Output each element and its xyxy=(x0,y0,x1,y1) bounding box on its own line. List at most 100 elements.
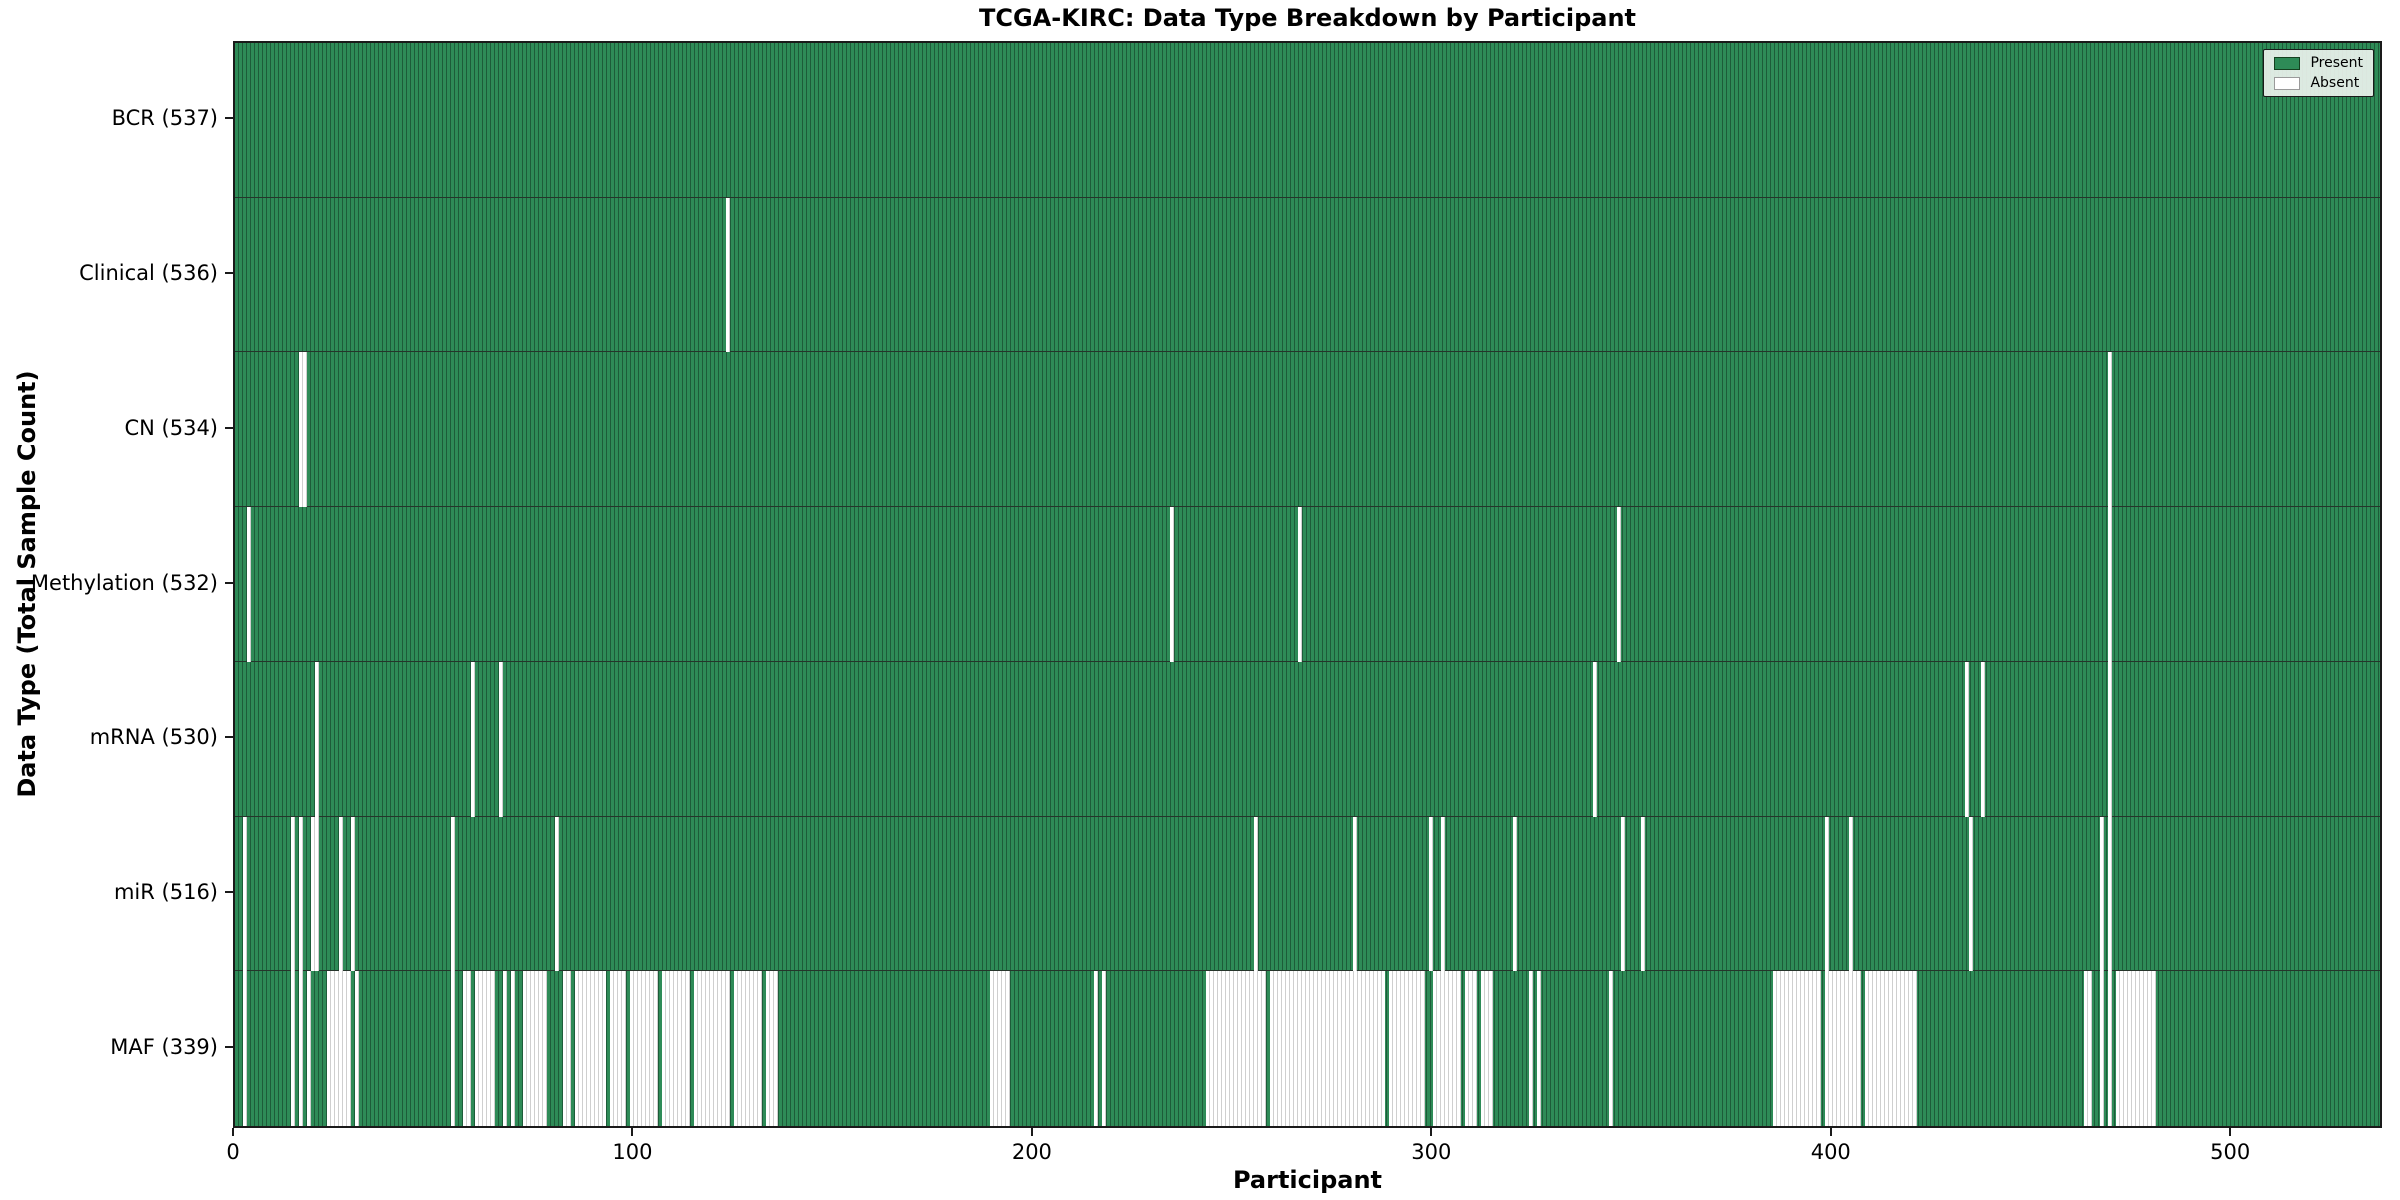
x-tick-mark xyxy=(1829,1128,1832,1136)
absent-stripe-MAF xyxy=(502,971,507,1126)
absent-stripe-MAF xyxy=(1537,971,1542,1126)
x-tick-mark xyxy=(1030,1128,1033,1136)
absent-stripe-MAF xyxy=(298,971,303,1126)
absent-stripe-MAF xyxy=(989,971,1010,1126)
x-tick-mark xyxy=(1430,1128,1433,1136)
absent-stripe-MAF xyxy=(662,971,691,1126)
y-tick-label-mRNA: mRNA (530) xyxy=(89,725,218,750)
absent-stripe-MAF xyxy=(574,971,607,1126)
row-mRNA xyxy=(235,661,2380,817)
absent-stripe-Methylation xyxy=(1297,507,1302,662)
x-tick-mark xyxy=(2229,1128,2232,1136)
absent-stripe-miR xyxy=(2100,816,2105,972)
absent-stripe-miR xyxy=(1968,816,1973,972)
absent-stripe-MAF xyxy=(1609,971,1614,1126)
absent-stripe-mRNA xyxy=(498,661,503,817)
absent-stripe-mRNA xyxy=(2108,661,2113,817)
absent-stripe-MAF xyxy=(2100,971,2105,1126)
row-BCR xyxy=(235,43,2380,198)
absent-stripe-mRNA xyxy=(470,661,475,817)
absent-stripe-mRNA xyxy=(1964,661,1969,817)
y-tick-mark xyxy=(225,1045,233,1048)
absent-stripe-MAF xyxy=(1389,971,1426,1126)
absent-stripe-miR xyxy=(1641,816,1646,972)
absent-stripe-miR xyxy=(350,816,355,972)
absent-stripe-miR xyxy=(338,816,343,972)
absent-stripe-MAF xyxy=(1529,971,1534,1126)
y-tick-label-BCR: BCR (537) xyxy=(111,106,218,131)
y-tick-label-miR: miR (516) xyxy=(113,879,218,904)
absent-stripe-MAF xyxy=(1093,971,1098,1126)
absent-stripe-MAF xyxy=(354,971,359,1126)
y-tick-label-MAF: MAF (339) xyxy=(110,1034,218,1059)
x-tick-label-100: 100 xyxy=(612,1140,653,1164)
absent-stripe-MAF xyxy=(326,971,351,1126)
y-tick-mark xyxy=(225,272,233,275)
absent-stripe-Methylation xyxy=(246,507,251,662)
legend-label-absent: Absent xyxy=(2310,75,2360,91)
absent-stripe-miR xyxy=(290,816,295,972)
absent-stripe-Methylation xyxy=(1169,507,1174,662)
absent-stripe-MAF xyxy=(694,971,731,1126)
y-tick-mark xyxy=(225,890,233,893)
absent-stripe-CN xyxy=(2108,352,2113,508)
absent-stripe-Clinical xyxy=(726,197,731,353)
absent-stripe-MAF xyxy=(522,971,547,1126)
y-tick-label-Methylation: Methylation (532) xyxy=(30,570,218,595)
absent-swatch xyxy=(2274,76,2301,90)
absent-stripe-MAF xyxy=(290,971,295,1126)
absent-stripe-MAF xyxy=(2116,971,2157,1126)
absent-stripe-miR xyxy=(298,816,303,972)
absent-stripe-MAF xyxy=(1824,971,1861,1126)
y-tick-label-CN: CN (534) xyxy=(124,415,218,440)
legend-entry-present: Present xyxy=(2274,56,2363,70)
legend: Present Absent xyxy=(2263,49,2374,97)
absent-stripe-miR xyxy=(1441,816,1446,972)
row-miR xyxy=(235,816,2380,972)
absent-stripe-mRNA xyxy=(1980,661,1985,817)
y-tick-label-Clinical: Clinical (536) xyxy=(79,261,218,286)
absent-stripe-MAF xyxy=(462,971,471,1126)
absent-stripe-miR xyxy=(1824,816,1829,972)
absent-stripe-MAF xyxy=(2108,971,2113,1126)
x-tick-label-400: 400 xyxy=(1810,1140,1851,1164)
plot-area: Present Absent xyxy=(233,41,2382,1128)
x-tick-mark xyxy=(631,1128,634,1136)
absent-stripe-MAF xyxy=(474,971,495,1126)
absent-stripe-MAF xyxy=(610,971,627,1126)
absent-stripe-MAF xyxy=(734,971,763,1126)
absent-stripe-miR xyxy=(310,816,319,972)
row-Methylation xyxy=(235,507,2380,662)
row-CN xyxy=(235,352,2380,508)
absent-stripe-MAF xyxy=(1433,971,1462,1126)
absent-stripe-miR xyxy=(450,816,455,972)
absent-stripe-MAF xyxy=(1205,971,1266,1126)
absent-stripe-MAF xyxy=(242,971,247,1126)
absent-stripe-MAF xyxy=(2084,971,2093,1126)
absent-stripe-MAF xyxy=(1481,971,1494,1126)
y-tick-mark xyxy=(225,736,233,739)
row-Clinical xyxy=(235,197,2380,353)
legend-label-present: Present xyxy=(2310,55,2363,71)
absent-stripe-CN xyxy=(298,352,307,508)
x-tick-mark xyxy=(232,1128,234,1136)
x-tick-label-0: 0 xyxy=(226,1140,240,1164)
absent-stripe-MAF xyxy=(1772,971,1821,1126)
legend-entry-absent: Absent xyxy=(2274,76,2363,90)
y-tick-mark xyxy=(225,426,233,429)
absent-stripe-miR xyxy=(1429,816,1434,972)
absent-stripe-MAF xyxy=(1864,971,1917,1126)
absent-stripe-miR xyxy=(2108,816,2113,972)
absent-stripe-miR xyxy=(1353,816,1358,972)
absent-stripe-MAF xyxy=(1465,971,1478,1126)
absent-stripe-mRNA xyxy=(314,661,319,817)
absent-stripe-miR xyxy=(1848,816,1853,972)
absent-stripe-MAF xyxy=(306,971,311,1126)
absent-stripe-MAF xyxy=(450,971,455,1126)
absent-stripe-miR xyxy=(554,816,559,972)
x-axis-label: Participant xyxy=(1232,1166,1383,1194)
absent-stripe-Methylation xyxy=(2108,507,2113,662)
absent-stripe-MAF xyxy=(766,971,779,1126)
y-tick-mark xyxy=(225,581,233,584)
